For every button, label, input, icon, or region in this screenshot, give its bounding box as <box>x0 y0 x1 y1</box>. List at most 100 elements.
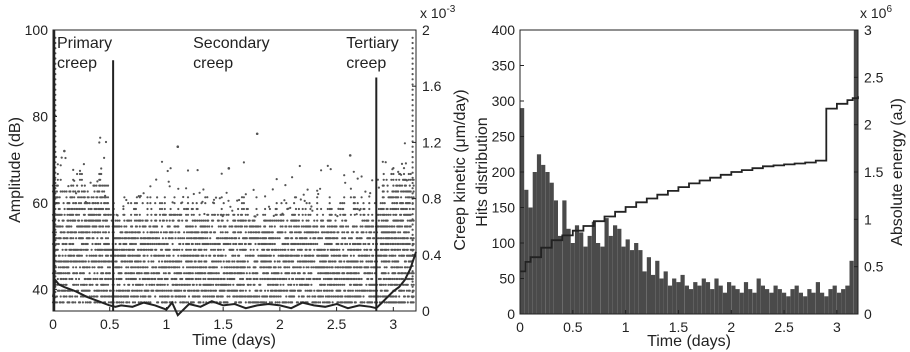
scatter-point <box>347 277 351 281</box>
hit-bar <box>545 172 550 314</box>
scatter-point <box>356 207 359 211</box>
scatter-point <box>194 272 197 275</box>
scatter-point <box>67 266 70 269</box>
scatter-point <box>56 184 59 187</box>
scatter-point <box>405 179 408 182</box>
scatter-point <box>169 167 172 170</box>
scatter-point <box>240 196 244 199</box>
scatter-point <box>249 254 252 257</box>
scatter-point <box>190 289 193 292</box>
scatter-point <box>99 219 102 222</box>
scatter-point <box>164 237 167 240</box>
scatter-point <box>381 202 384 205</box>
hit-bar <box>727 282 732 314</box>
scatter-point <box>76 260 79 263</box>
scatter-point <box>316 225 319 228</box>
scatter-point <box>353 202 356 205</box>
scatter-point <box>151 277 154 281</box>
scatter-point <box>291 248 294 251</box>
scatter-point <box>301 237 304 240</box>
scatter-point <box>82 163 85 166</box>
scatter-point <box>77 190 81 193</box>
scatter-point <box>248 289 251 292</box>
scatter-point <box>256 277 259 281</box>
scatter-point <box>99 213 102 216</box>
scatter-point <box>154 277 157 281</box>
scatter-point <box>386 190 389 193</box>
scatter-point <box>371 301 374 304</box>
scatter-point <box>276 301 279 304</box>
scatter-point <box>239 231 243 234</box>
scatter-point <box>275 248 278 251</box>
scatter-point <box>95 207 98 211</box>
x-tick-label: 0.5 <box>563 319 583 335</box>
scatter-point <box>305 237 308 240</box>
scatter-point <box>88 237 91 240</box>
scatter-point <box>122 301 125 304</box>
scatter-point <box>56 172 59 176</box>
scatter-point <box>148 283 151 286</box>
scatter-point <box>103 156 106 159</box>
scatter-point <box>299 289 302 292</box>
scatter-point <box>401 202 405 205</box>
scatter-point <box>359 242 362 246</box>
scatter-point <box>236 289 239 292</box>
scatter-point <box>290 283 293 286</box>
scatter-point <box>321 219 325 222</box>
scatter-point <box>123 225 126 228</box>
scatter-point <box>168 185 171 188</box>
scatter-point <box>184 254 187 257</box>
scatter-point <box>395 301 398 304</box>
scatter-point <box>411 285 414 288</box>
left-y2-ticks: 00.40.81.21.62 <box>412 22 442 319</box>
scatter-point <box>269 283 272 286</box>
scatter-point <box>184 295 187 298</box>
scatter-point <box>288 225 291 228</box>
scatter-point <box>194 295 197 298</box>
scatter-point <box>83 190 86 193</box>
scatter-point <box>291 272 294 275</box>
scatter-point <box>218 242 221 246</box>
scatter-point <box>272 214 275 217</box>
scatter-point <box>134 266 137 269</box>
scatter-point <box>244 242 247 246</box>
scatter-point <box>348 242 352 246</box>
hit-bar <box>824 296 829 315</box>
scatter-point <box>65 242 68 246</box>
scatter-point <box>107 242 110 246</box>
scatter-point <box>93 266 96 269</box>
hit-bar <box>731 285 736 314</box>
scatter-point <box>276 260 279 263</box>
scatter-point <box>284 242 287 246</box>
scatter-point <box>79 283 83 286</box>
scatter-point <box>249 277 252 281</box>
scatter-point <box>386 207 389 211</box>
scatter-point <box>210 283 213 286</box>
scatter-point <box>118 283 121 286</box>
scatter-point <box>239 289 243 292</box>
scatter-point <box>85 219 88 222</box>
scatter-point <box>92 202 95 205</box>
scatter-point <box>179 237 182 240</box>
scatter-point <box>391 202 394 205</box>
scatter-point <box>316 202 319 205</box>
scatter-point <box>368 207 371 211</box>
scatter-point <box>349 213 352 216</box>
scatter-point <box>227 199 230 202</box>
scatter-point <box>328 225 331 228</box>
scatter-point <box>119 237 122 240</box>
scatter-point <box>133 289 137 292</box>
x-tick-label: 3 <box>833 319 841 335</box>
scatter-point <box>76 172 79 176</box>
scatter-point <box>341 237 344 240</box>
scatter-point <box>343 260 346 263</box>
scatter-point <box>411 104 414 107</box>
scatter-point <box>224 254 227 257</box>
scatter-point <box>387 272 390 275</box>
scatter-point <box>211 225 214 228</box>
scatter-point <box>258 231 261 234</box>
scatter-point <box>186 283 190 286</box>
scatter-point <box>337 295 340 298</box>
scatter-point <box>300 225 303 228</box>
